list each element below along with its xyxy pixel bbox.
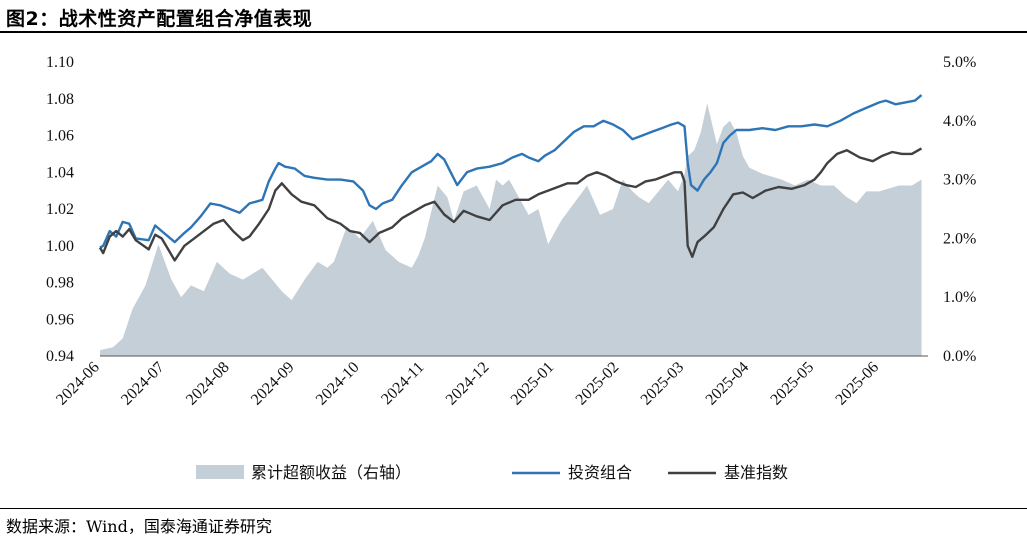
- x-tick-label: 2025-05: [767, 359, 817, 409]
- legend-item-excess-swatch: [196, 465, 244, 479]
- series-portfolio-line: [99, 94, 923, 249]
- legend: 累计超额收益（右轴） 投资组合 基准指数: [196, 463, 788, 482]
- legend-item-portfolio-label: 投资组合: [568, 463, 632, 482]
- y-right-tick-label: 0.0%: [943, 348, 976, 365]
- x-tick-label: 2024-12: [443, 359, 493, 409]
- series-benchmark-line: [98, 147, 923, 262]
- x-tick-label: 2025-01: [508, 359, 558, 409]
- line-series-layer: [98, 94, 923, 262]
- x-tick-label: 2025-02: [573, 359, 623, 409]
- excess-area-layer: [100, 103, 922, 356]
- x-tick-label: 2025-04: [703, 359, 753, 409]
- y-right-tick-label: 5.0%: [943, 54, 976, 71]
- figure-title: 图2：战术性资产配置组合净值表现: [6, 8, 313, 30]
- y-left-tick-label: 1.10: [46, 54, 74, 71]
- legend-item-benchmark-label: 基准指数: [724, 463, 788, 482]
- y-right-tick-label: 4.0%: [943, 113, 976, 130]
- y-left-tick-label: 0.96: [46, 311, 74, 328]
- x-tick-label: 2025-03: [638, 359, 688, 409]
- y-left-tick-label: 1.08: [46, 91, 74, 108]
- x-tick-label: 2024-10: [313, 359, 363, 409]
- y-left-tick-label: 0.94: [46, 348, 74, 365]
- source-note: 数据来源：Wind，国泰海通证券研究: [6, 517, 272, 536]
- y-left-tick-label: 1.00: [46, 238, 74, 255]
- x-tick-label: 2024-09: [248, 359, 298, 409]
- title-divider: [0, 31, 1027, 33]
- y-left-tick-label: 1.02: [46, 201, 74, 218]
- y-left-tick-label: 1.04: [46, 164, 74, 181]
- x-tick-label: 2024-08: [183, 359, 233, 409]
- y-right-tick-label: 3.0%: [943, 172, 976, 189]
- legend-item-excess-label: 累计超额收益（右轴）: [251, 463, 411, 482]
- y-right-tick-label: 1.0%: [943, 289, 976, 306]
- y-left-tick-label: 0.98: [46, 275, 74, 292]
- x-tick-label: 2025-06: [832, 359, 882, 409]
- footer-divider: [0, 508, 1027, 509]
- x-tick-label: 2024-11: [378, 359, 427, 408]
- x-tick-label: 2024-06: [53, 359, 103, 409]
- chart: 0.94 0.96 0.98 1.00 1.02 1.04 1.06 1.08 1.10 0.0%…: [46, 54, 976, 482]
- series-excess-return-area: [100, 103, 922, 356]
- y-right-tick-label: 2.0%: [943, 230, 976, 247]
- y-left-tick-label: 1.06: [46, 128, 74, 145]
- x-tick-label: 2024-07: [118, 359, 168, 409]
